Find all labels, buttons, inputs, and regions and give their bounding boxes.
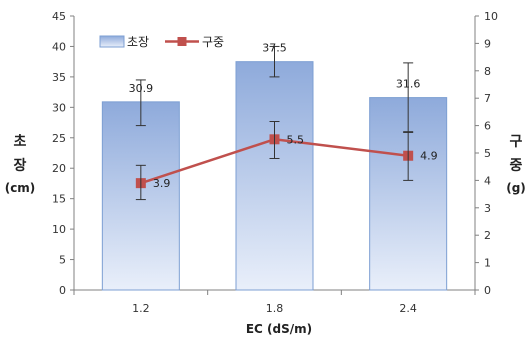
- bar-error-bars: [135, 45, 414, 133]
- left-tick-label: 40: [52, 40, 66, 53]
- right-tick-label: 5: [484, 147, 491, 160]
- right-tick-label: 0: [484, 284, 491, 297]
- bar: [235, 61, 314, 291]
- left-tick-label: 15: [52, 193, 66, 206]
- right-axis-title: 구 중 (g): [506, 134, 526, 195]
- line-data-label: 5.5: [287, 133, 305, 146]
- right-axis-title-line: (g): [506, 181, 526, 195]
- bar-data-label: 30.9: [129, 82, 154, 95]
- x-tick-label: 1.2: [132, 302, 150, 315]
- left-axis-title: 초 장 (cm): [5, 134, 36, 195]
- legend: 초장 구중: [99, 35, 224, 49]
- left-axis: 0 5 10 15 20 25 30 35 40 45: [52, 10, 74, 297]
- right-axis-title-line: 구: [510, 134, 523, 150]
- data-labels: 30.9 37.5 31.6 3.9 5.5 4.9: [129, 42, 438, 190]
- right-tick-label: 10: [484, 10, 498, 23]
- right-tick-label: 1: [484, 257, 491, 270]
- right-tick-label: 8: [484, 65, 491, 78]
- left-axis-title-line: 초: [14, 134, 27, 150]
- bar-data-label: 31.6: [396, 78, 421, 91]
- right-tick-label: 7: [484, 92, 491, 105]
- left-tick-label: 0: [59, 284, 66, 297]
- left-tick-label: 45: [52, 10, 66, 23]
- right-axis-title-line: 중: [510, 158, 523, 174]
- right-tick-label: 9: [484, 37, 491, 50]
- legend-bar-swatch: [99, 35, 125, 48]
- left-tick-label: 5: [59, 254, 66, 267]
- x-axis: 1.2 1.8 2.4: [73, 290, 476, 315]
- legend-line-label: 구중: [202, 35, 224, 49]
- x-axis-title: EC (dS/m): [246, 322, 312, 336]
- left-tick-label: 35: [52, 71, 66, 84]
- left-tick-label: 20: [52, 162, 66, 175]
- legend-bar-label: 초장: [127, 35, 149, 49]
- line-error-bars: [135, 120, 414, 201]
- left-axis-title-line: (cm): [5, 181, 36, 195]
- right-axis: 0 1 2 3 4 5 6 7 8 9 10: [475, 10, 498, 297]
- right-tick-label: 4: [484, 174, 491, 187]
- left-tick-label: 10: [52, 223, 66, 236]
- legend-line-marker: [177, 37, 187, 46]
- right-tick-label: 2: [484, 229, 491, 242]
- x-tick-label: 1.8: [266, 302, 284, 315]
- left-tick-label: 30: [52, 101, 66, 114]
- left-axis-title-line: 장: [14, 157, 27, 174]
- line-data-label: 4.9: [420, 150, 438, 163]
- bar-series: [101, 61, 448, 291]
- x-tick-label: 2.4: [399, 302, 417, 315]
- left-tick-label: 25: [52, 132, 66, 145]
- right-tick-label: 3: [484, 202, 491, 215]
- right-tick-label: 6: [484, 120, 491, 133]
- line-data-label: 3.9: [153, 177, 171, 190]
- bar-data-label: 37.5: [262, 42, 287, 55]
